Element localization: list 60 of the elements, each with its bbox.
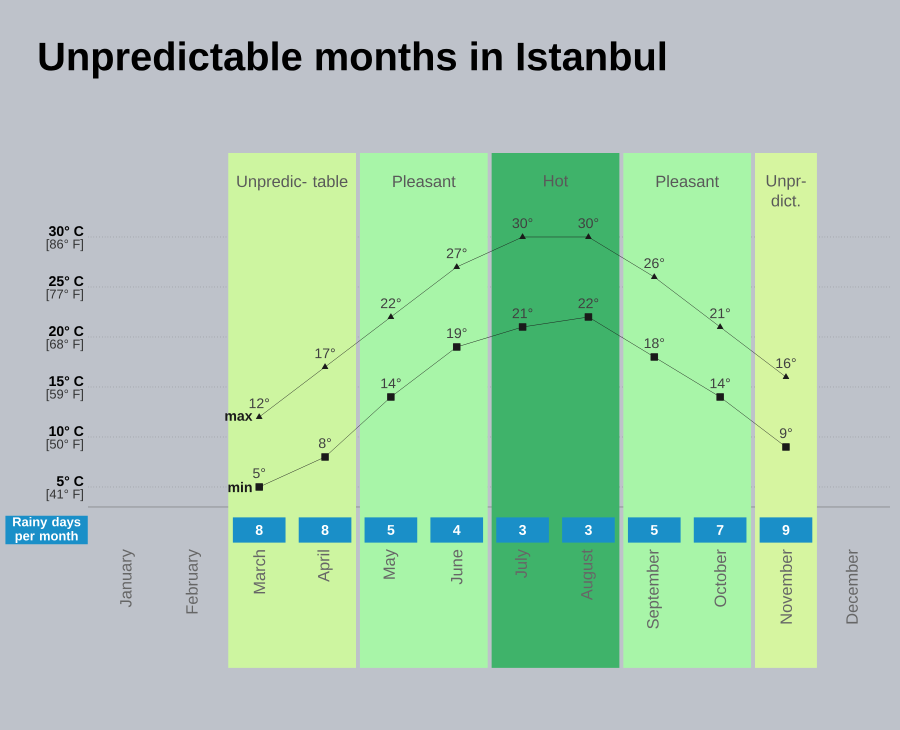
x-tick-label: March (253, 550, 266, 594)
x-tick-label: June (451, 550, 462, 584)
y-tick-label: 5° C (56, 476, 84, 486)
data-label: 21° (512, 308, 532, 318)
data-label: 27° (446, 248, 467, 258)
data-label: 5° (253, 468, 266, 478)
data-label: 8 (322, 525, 329, 535)
band-label: Hot (544, 175, 568, 187)
data-label: 12° (250, 398, 269, 408)
y2-tick-label: [50° F] (46, 439, 83, 452)
data-label: 30° (578, 218, 598, 228)
data-label: 16° (776, 358, 796, 368)
data-label: 21° (710, 308, 730, 318)
series-label: min (228, 482, 252, 492)
y2-tick-label: [86° F] (46, 239, 83, 252)
data-label: 4 (453, 525, 461, 535)
y2-tick-label: [59° F] (46, 389, 83, 402)
data-label: 22° (380, 298, 401, 308)
data-label: 22° (578, 298, 598, 308)
data-label: 5 (650, 525, 658, 535)
y2-tick-label: [41° F] (46, 489, 83, 502)
data-label: 8° (318, 438, 331, 448)
data-label: 9° (780, 428, 792, 438)
data-label: 5 (387, 525, 394, 535)
band-label: Pleasant (656, 175, 719, 188)
data-label: 18° (644, 338, 664, 348)
y-tick-label: 15° C (49, 376, 84, 386)
x-tick-label: February (186, 549, 201, 614)
band-label: Unpredic- table (237, 175, 348, 190)
data-label: 14° (381, 378, 401, 388)
data-label: 8 (256, 525, 263, 535)
data-label: 7 (716, 525, 724, 535)
y-tick-label: 30° C (48, 226, 84, 236)
y2-tick-label: [77° F] (46, 289, 83, 302)
data-label: 26° (644, 258, 664, 268)
data-label: 30° (512, 218, 532, 228)
x-tick-label: October (714, 549, 726, 607)
x-tick-label: August (581, 549, 596, 600)
data-label: 14° (710, 378, 730, 388)
x-tick-label: May (384, 549, 398, 579)
data-label: 19° (447, 328, 467, 338)
data-label: 17° (315, 348, 335, 358)
series-label: max (225, 413, 252, 421)
y2-tick-label: [68° F] (46, 339, 83, 352)
y-tick-label: Rainy days per month (13, 516, 80, 544)
band-label: Unpr- dict. (766, 175, 806, 206)
chart-title: Unpredictable months in Istanbul (40, 41, 666, 79)
x-tick-label: December (846, 549, 858, 624)
y-tick-label: 10° C (49, 426, 84, 436)
data-label: 3 (584, 525, 592, 535)
x-tick-label: November (780, 549, 792, 624)
x-tick-label: January (120, 549, 135, 608)
data-label: 3 (519, 525, 526, 535)
x-tick-label: April (317, 550, 333, 582)
data-label: 9 (782, 525, 790, 535)
x-tick-label: July (514, 549, 530, 578)
band-label: Pleasant (393, 175, 456, 188)
y-tick-label: 20° C (49, 326, 84, 336)
x-tick-label: September (646, 549, 662, 629)
y-tick-label: 25° C (49, 276, 84, 286)
